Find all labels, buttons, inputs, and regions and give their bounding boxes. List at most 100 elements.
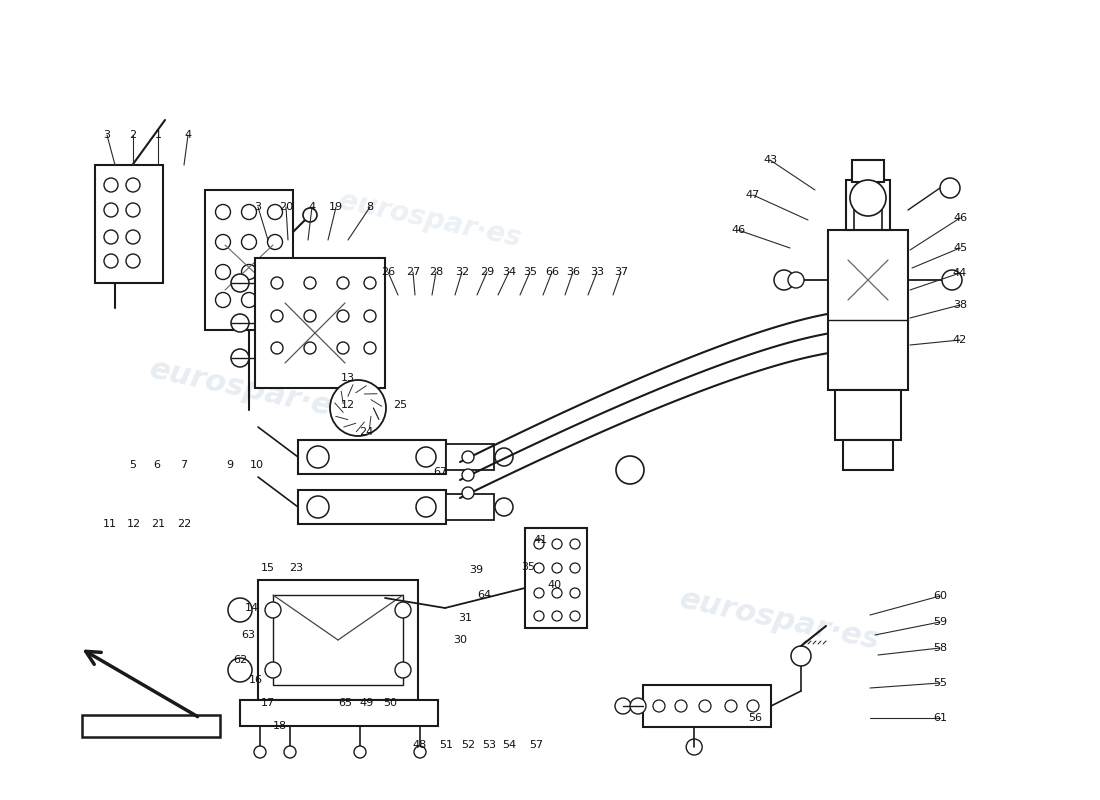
Circle shape	[788, 272, 804, 288]
Circle shape	[942, 270, 962, 290]
Bar	[255, 258, 385, 388]
Circle shape	[267, 205, 283, 219]
Text: 14: 14	[245, 603, 260, 613]
Circle shape	[534, 611, 544, 621]
Text: 10: 10	[250, 460, 264, 470]
Circle shape	[271, 342, 283, 354]
Bar	[852, 160, 884, 182]
Text: 21: 21	[151, 519, 165, 529]
Text: 17: 17	[261, 698, 275, 708]
Text: 47: 47	[746, 190, 760, 200]
Circle shape	[534, 588, 544, 598]
Circle shape	[850, 180, 886, 216]
Circle shape	[304, 342, 316, 354]
Text: 28: 28	[429, 267, 443, 277]
Circle shape	[570, 539, 580, 549]
Text: 32: 32	[455, 267, 469, 277]
Text: 30: 30	[453, 635, 468, 645]
Text: 15: 15	[261, 563, 275, 573]
Circle shape	[216, 234, 231, 250]
Text: 29: 29	[480, 267, 494, 277]
Text: 41: 41	[532, 535, 547, 545]
Text: 34: 34	[502, 267, 516, 277]
Text: 3: 3	[103, 130, 110, 140]
Bar	[298, 490, 446, 524]
Text: 13: 13	[341, 373, 355, 383]
Text: 50: 50	[383, 698, 397, 708]
Circle shape	[552, 588, 562, 598]
Circle shape	[216, 293, 231, 307]
Bar	[843, 440, 893, 470]
Circle shape	[414, 746, 426, 758]
Circle shape	[675, 700, 688, 712]
Bar	[446, 444, 494, 470]
Circle shape	[304, 310, 316, 322]
Text: 25: 25	[393, 400, 407, 410]
Circle shape	[216, 265, 231, 279]
Circle shape	[216, 205, 231, 219]
Text: 43: 43	[763, 155, 777, 165]
Circle shape	[231, 274, 249, 292]
Circle shape	[495, 448, 513, 466]
Circle shape	[630, 698, 646, 714]
Text: 62: 62	[233, 655, 248, 665]
Text: 36: 36	[566, 267, 580, 277]
Circle shape	[570, 611, 580, 621]
Circle shape	[242, 234, 256, 250]
Circle shape	[354, 746, 366, 758]
Circle shape	[552, 563, 562, 573]
Text: 39: 39	[469, 565, 483, 575]
Text: 66: 66	[544, 267, 559, 277]
Circle shape	[462, 451, 474, 463]
Circle shape	[747, 700, 759, 712]
Circle shape	[284, 746, 296, 758]
Text: eurospar·es: eurospar·es	[147, 354, 353, 426]
Circle shape	[104, 254, 118, 268]
Text: 18: 18	[273, 721, 287, 731]
Circle shape	[271, 277, 283, 289]
Circle shape	[126, 254, 140, 268]
Text: 12: 12	[341, 400, 355, 410]
Text: 24: 24	[359, 427, 373, 437]
Circle shape	[267, 234, 283, 250]
Text: 53: 53	[482, 740, 496, 750]
Circle shape	[940, 178, 960, 198]
Text: 9: 9	[227, 460, 233, 470]
Bar	[205, 190, 293, 330]
Text: 4: 4	[308, 202, 316, 212]
Text: 7: 7	[180, 460, 188, 470]
Circle shape	[104, 203, 118, 217]
Bar	[258, 580, 418, 700]
Circle shape	[126, 203, 140, 217]
Text: 58: 58	[933, 643, 947, 653]
Text: 63: 63	[241, 630, 255, 640]
Text: 64: 64	[477, 590, 491, 600]
Text: 16: 16	[249, 675, 263, 685]
Circle shape	[364, 342, 376, 354]
Text: 38: 38	[953, 300, 967, 310]
Circle shape	[774, 270, 794, 290]
Text: 52: 52	[461, 740, 475, 750]
Circle shape	[271, 310, 283, 322]
Circle shape	[104, 230, 118, 244]
Circle shape	[395, 662, 411, 678]
Circle shape	[267, 293, 283, 307]
Circle shape	[616, 456, 644, 484]
Text: 27: 27	[406, 267, 420, 277]
Circle shape	[228, 658, 252, 682]
Text: 6: 6	[154, 460, 161, 470]
Circle shape	[126, 230, 140, 244]
Circle shape	[552, 611, 562, 621]
Circle shape	[242, 293, 256, 307]
Bar	[82, 715, 220, 737]
Text: 44: 44	[953, 268, 967, 278]
Text: 56: 56	[748, 713, 762, 723]
Circle shape	[242, 205, 256, 219]
Circle shape	[725, 700, 737, 712]
Bar	[835, 390, 901, 440]
Circle shape	[395, 602, 411, 618]
Bar	[240, 700, 438, 726]
Bar	[298, 440, 446, 474]
Text: 55: 55	[933, 678, 947, 688]
Bar	[525, 528, 587, 628]
